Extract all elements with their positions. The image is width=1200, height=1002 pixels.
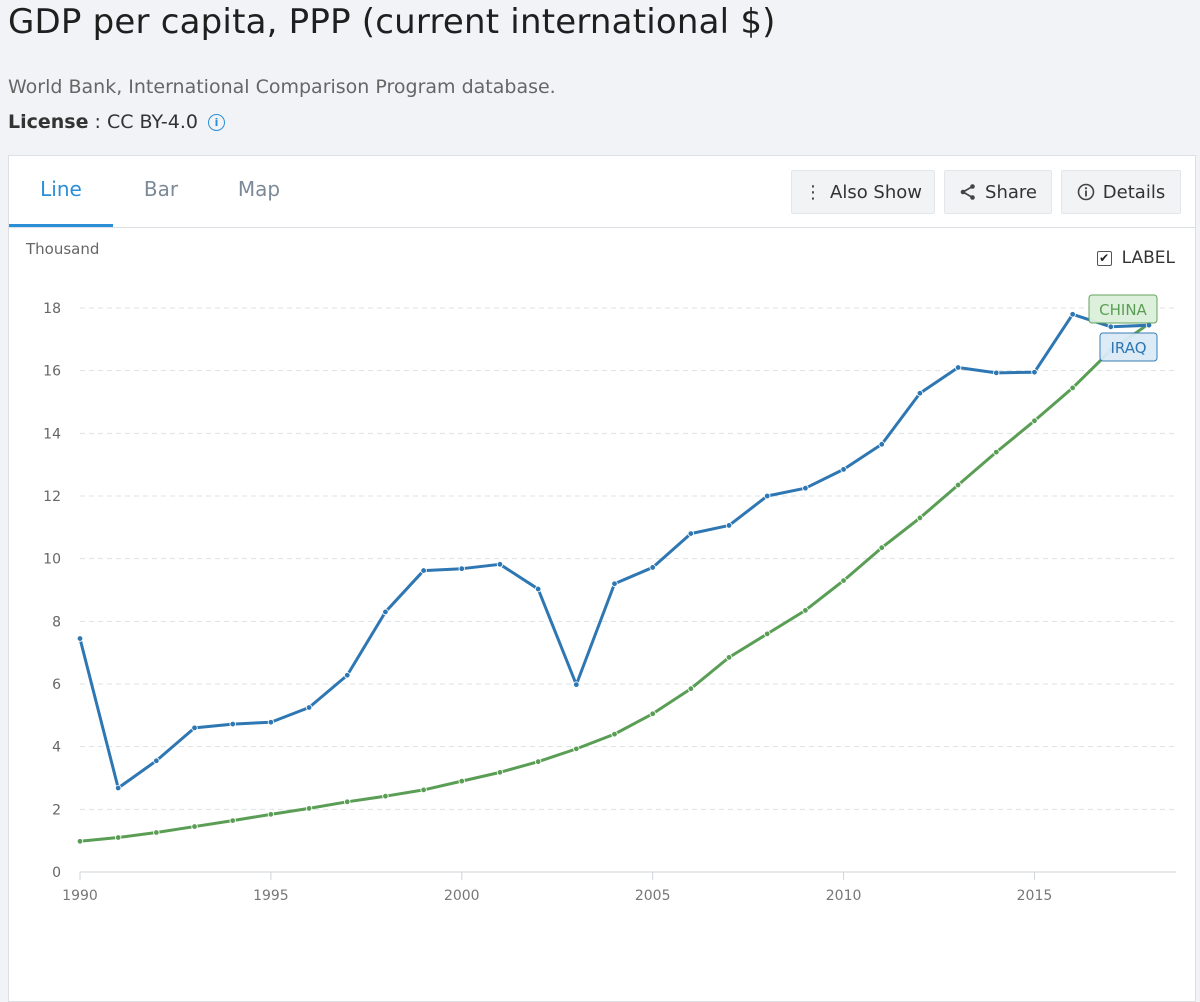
checkbox-checked-icon[interactable]: ✔ xyxy=(1096,251,1112,266)
source-text: World Bank, International Comparison Pro… xyxy=(8,76,556,98)
tab-map[interactable]: Map xyxy=(237,177,281,201)
also-show-label: Also Show xyxy=(830,182,922,203)
share-icon xyxy=(959,171,977,215)
tab-line[interactable]: Line xyxy=(9,156,113,227)
license-label: License xyxy=(8,111,89,133)
info-icon[interactable]: i xyxy=(207,114,225,131)
license-value: : CC BY-4.0 xyxy=(88,111,198,133)
info-circle-icon xyxy=(1077,171,1095,215)
license-line: License : CC BY-4.0 i xyxy=(8,111,225,133)
details-button[interactable]: Details xyxy=(1061,170,1181,214)
details-label: Details xyxy=(1102,182,1166,203)
share-label: Share xyxy=(985,182,1037,203)
chart-tabs: Line Bar Map ⋮ Also Show Share xyxy=(9,156,1195,228)
tab-bar[interactable]: Bar xyxy=(143,177,179,201)
share-button[interactable]: Share xyxy=(944,170,1052,214)
label-toggle-text: LABEL xyxy=(1121,248,1175,268)
also-show-button[interactable]: ⋮ Also Show xyxy=(791,170,935,214)
chart-panel: Line Bar Map ⋮ Also Show Share xyxy=(8,155,1196,1002)
label-toggle[interactable]: ✔ LABEL xyxy=(1096,248,1175,268)
more-vertical-icon: ⋮ xyxy=(804,182,822,203)
page-title: GDP per capita, PPP (current internation… xyxy=(8,2,776,42)
